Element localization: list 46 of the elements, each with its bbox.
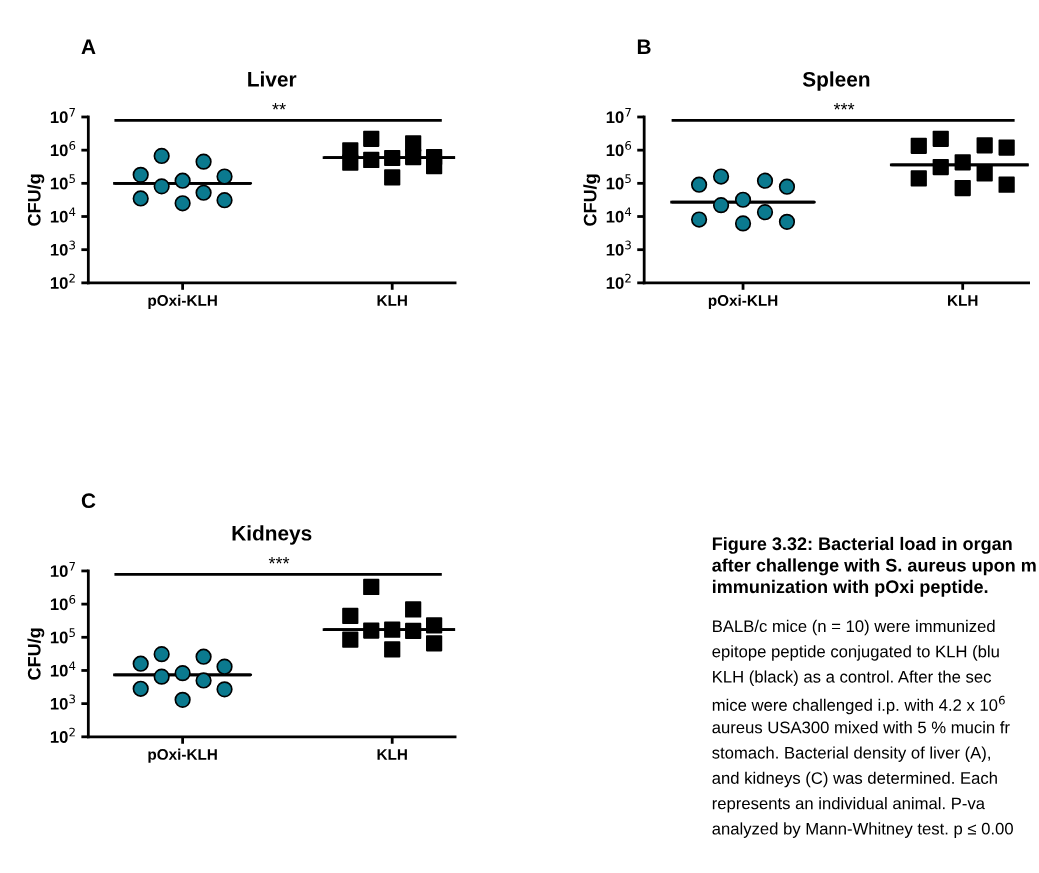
x-tick-label: pOxi-KLH: [148, 748, 217, 763]
text: mice were challenged i.p. with 4.2 x 10$^{6}$: [712, 695, 1005, 715]
chart-title: Liver: [248, 71, 297, 87]
y-tick-label: 10$^{5}$: [606, 174, 631, 190]
chart-title: Spleen: [802, 71, 870, 91]
ref-line-label: **: [272, 103, 286, 110]
text: and kidneys (C) was determined. Each: [712, 771, 997, 788]
x-tick-label: pOxi-KLH: [708, 294, 778, 309]
text: C: [81, 493, 96, 509]
x-tick-label: KLH: [377, 749, 407, 760]
text: A: [81, 39, 96, 54]
y-tick-label: 10$^{4}$: [606, 207, 632, 223]
text: aureus USA300 mixed with 5 % mucin fr: [712, 721, 1010, 734]
text: B: [637, 39, 651, 54]
y-tick-label: 10$^{6}$: [606, 141, 632, 157]
text: analyzed by Mann-Whitney test. p ≤ 0.00: [712, 822, 1013, 838]
y-tick-label: 10$^{4}$: [50, 661, 76, 677]
y-tick-label: 10$^{2}$: [50, 727, 75, 743]
y-tick-label: 10$^{3}$: [50, 240, 76, 256]
y-tick-label: 10$^{2}$: [50, 273, 75, 289]
y-tick-label: 10$^{6}$: [50, 594, 76, 611]
x-tick-label: KLH: [948, 295, 978, 306]
y-tick-label: 10$^{5}$: [50, 628, 75, 644]
y-tick-label: 10$^{7}$: [50, 561, 75, 578]
y-tick-label: 10$^{4}$: [50, 207, 76, 223]
y-tick-label: 10$^{7}$: [50, 108, 75, 124]
y-axis-title: CFU/g: [583, 174, 601, 226]
ref-line-label: ***: [268, 557, 290, 564]
ref-line-label: ***: [833, 103, 855, 110]
y-tick-label: 10$^{3}$: [606, 240, 631, 256]
text: KLH (black) as a control. After the sec: [713, 670, 992, 686]
x-tick-label: pOxi-KLH: [148, 294, 217, 309]
y-tick-label: 10$^{6}$: [50, 141, 76, 157]
y-tick-label: 10$^{7}$: [606, 108, 631, 124]
chart-title: Kidneys: [232, 525, 312, 545]
y-tick-label: 10$^{5}$: [50, 174, 75, 190]
text: BALB/c mice (n = 10) were immunized: [713, 619, 995, 636]
x-tick-label: KLH: [377, 295, 407, 306]
text: stomach. Bacterial density of liver (A),: [712, 746, 990, 762]
text: epitope peptide conjugated to KLH (blu: [712, 645, 999, 661]
y-tick-label: 10$^{3}$: [50, 694, 76, 710]
y-tick-label: 10$^{2}$: [606, 273, 631, 289]
text: represents an individual animal. P-va: [712, 797, 986, 813]
text: Figure 3.32: Bacterial load in organ after challenge with S. aureus upon m immunization with pOxi peptide.: [712, 536, 1036, 597]
y-axis-title: CFU/g: [27, 174, 45, 226]
y-axis-title: CFU/g: [27, 628, 45, 680]
